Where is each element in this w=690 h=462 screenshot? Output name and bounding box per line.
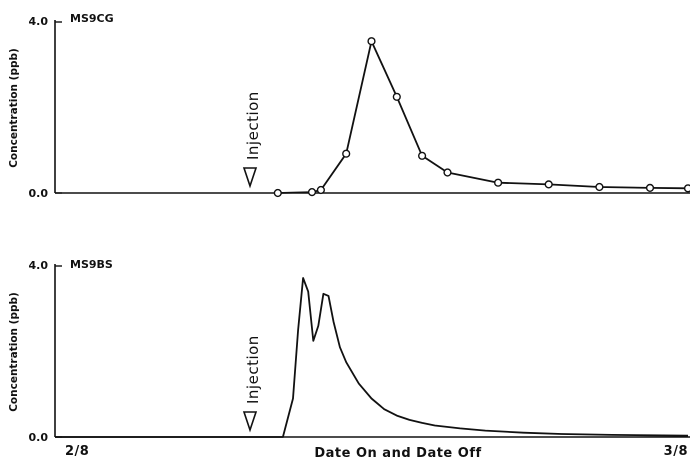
series-line xyxy=(55,277,689,438)
data-point xyxy=(418,151,427,160)
y-axis-label: Concentration (ppb) xyxy=(8,48,20,168)
data-point xyxy=(494,178,503,187)
y-tick-label-top: 4.0 xyxy=(29,15,49,28)
injection-marker-icon xyxy=(242,411,258,433)
data-point xyxy=(392,92,401,101)
data-point xyxy=(443,168,452,177)
injection-marker-icon xyxy=(242,167,258,189)
y-tick-label-bottom: 0.0 xyxy=(29,431,49,444)
injection-label: Injection xyxy=(244,91,262,160)
panel-ms9bs: MS9BS 4.0 0.0 Concentration (ppb) Inject… xyxy=(8,258,690,444)
data-point xyxy=(595,182,604,192)
injection-label: Injection xyxy=(244,335,262,404)
data-point xyxy=(342,149,351,158)
y-tick-label-top: 4.0 xyxy=(29,259,49,272)
y-tick-label-bottom: 0.0 xyxy=(29,187,49,200)
x-end-label: 3/8 xyxy=(664,444,688,459)
series-line xyxy=(277,40,689,194)
data-series xyxy=(273,37,690,198)
data-point xyxy=(273,188,282,198)
x-start-label: 2/8 xyxy=(65,444,89,459)
panel-title: MS9BS xyxy=(70,258,113,271)
panel-ms9cg: MS9CG 4.0 0.0 Concentration (ppb) Inject… xyxy=(8,12,690,200)
data-point xyxy=(683,184,690,193)
x-axis-label: Date On and Date Off xyxy=(314,446,481,461)
data-point xyxy=(316,185,326,195)
data-point xyxy=(544,180,553,189)
data-point xyxy=(307,188,317,197)
panel-title: MS9CG xyxy=(70,12,114,25)
data-point xyxy=(645,183,655,193)
data-point xyxy=(367,37,376,46)
data-series xyxy=(55,277,689,438)
y-axis-label: Concentration (ppb) xyxy=(8,292,20,412)
